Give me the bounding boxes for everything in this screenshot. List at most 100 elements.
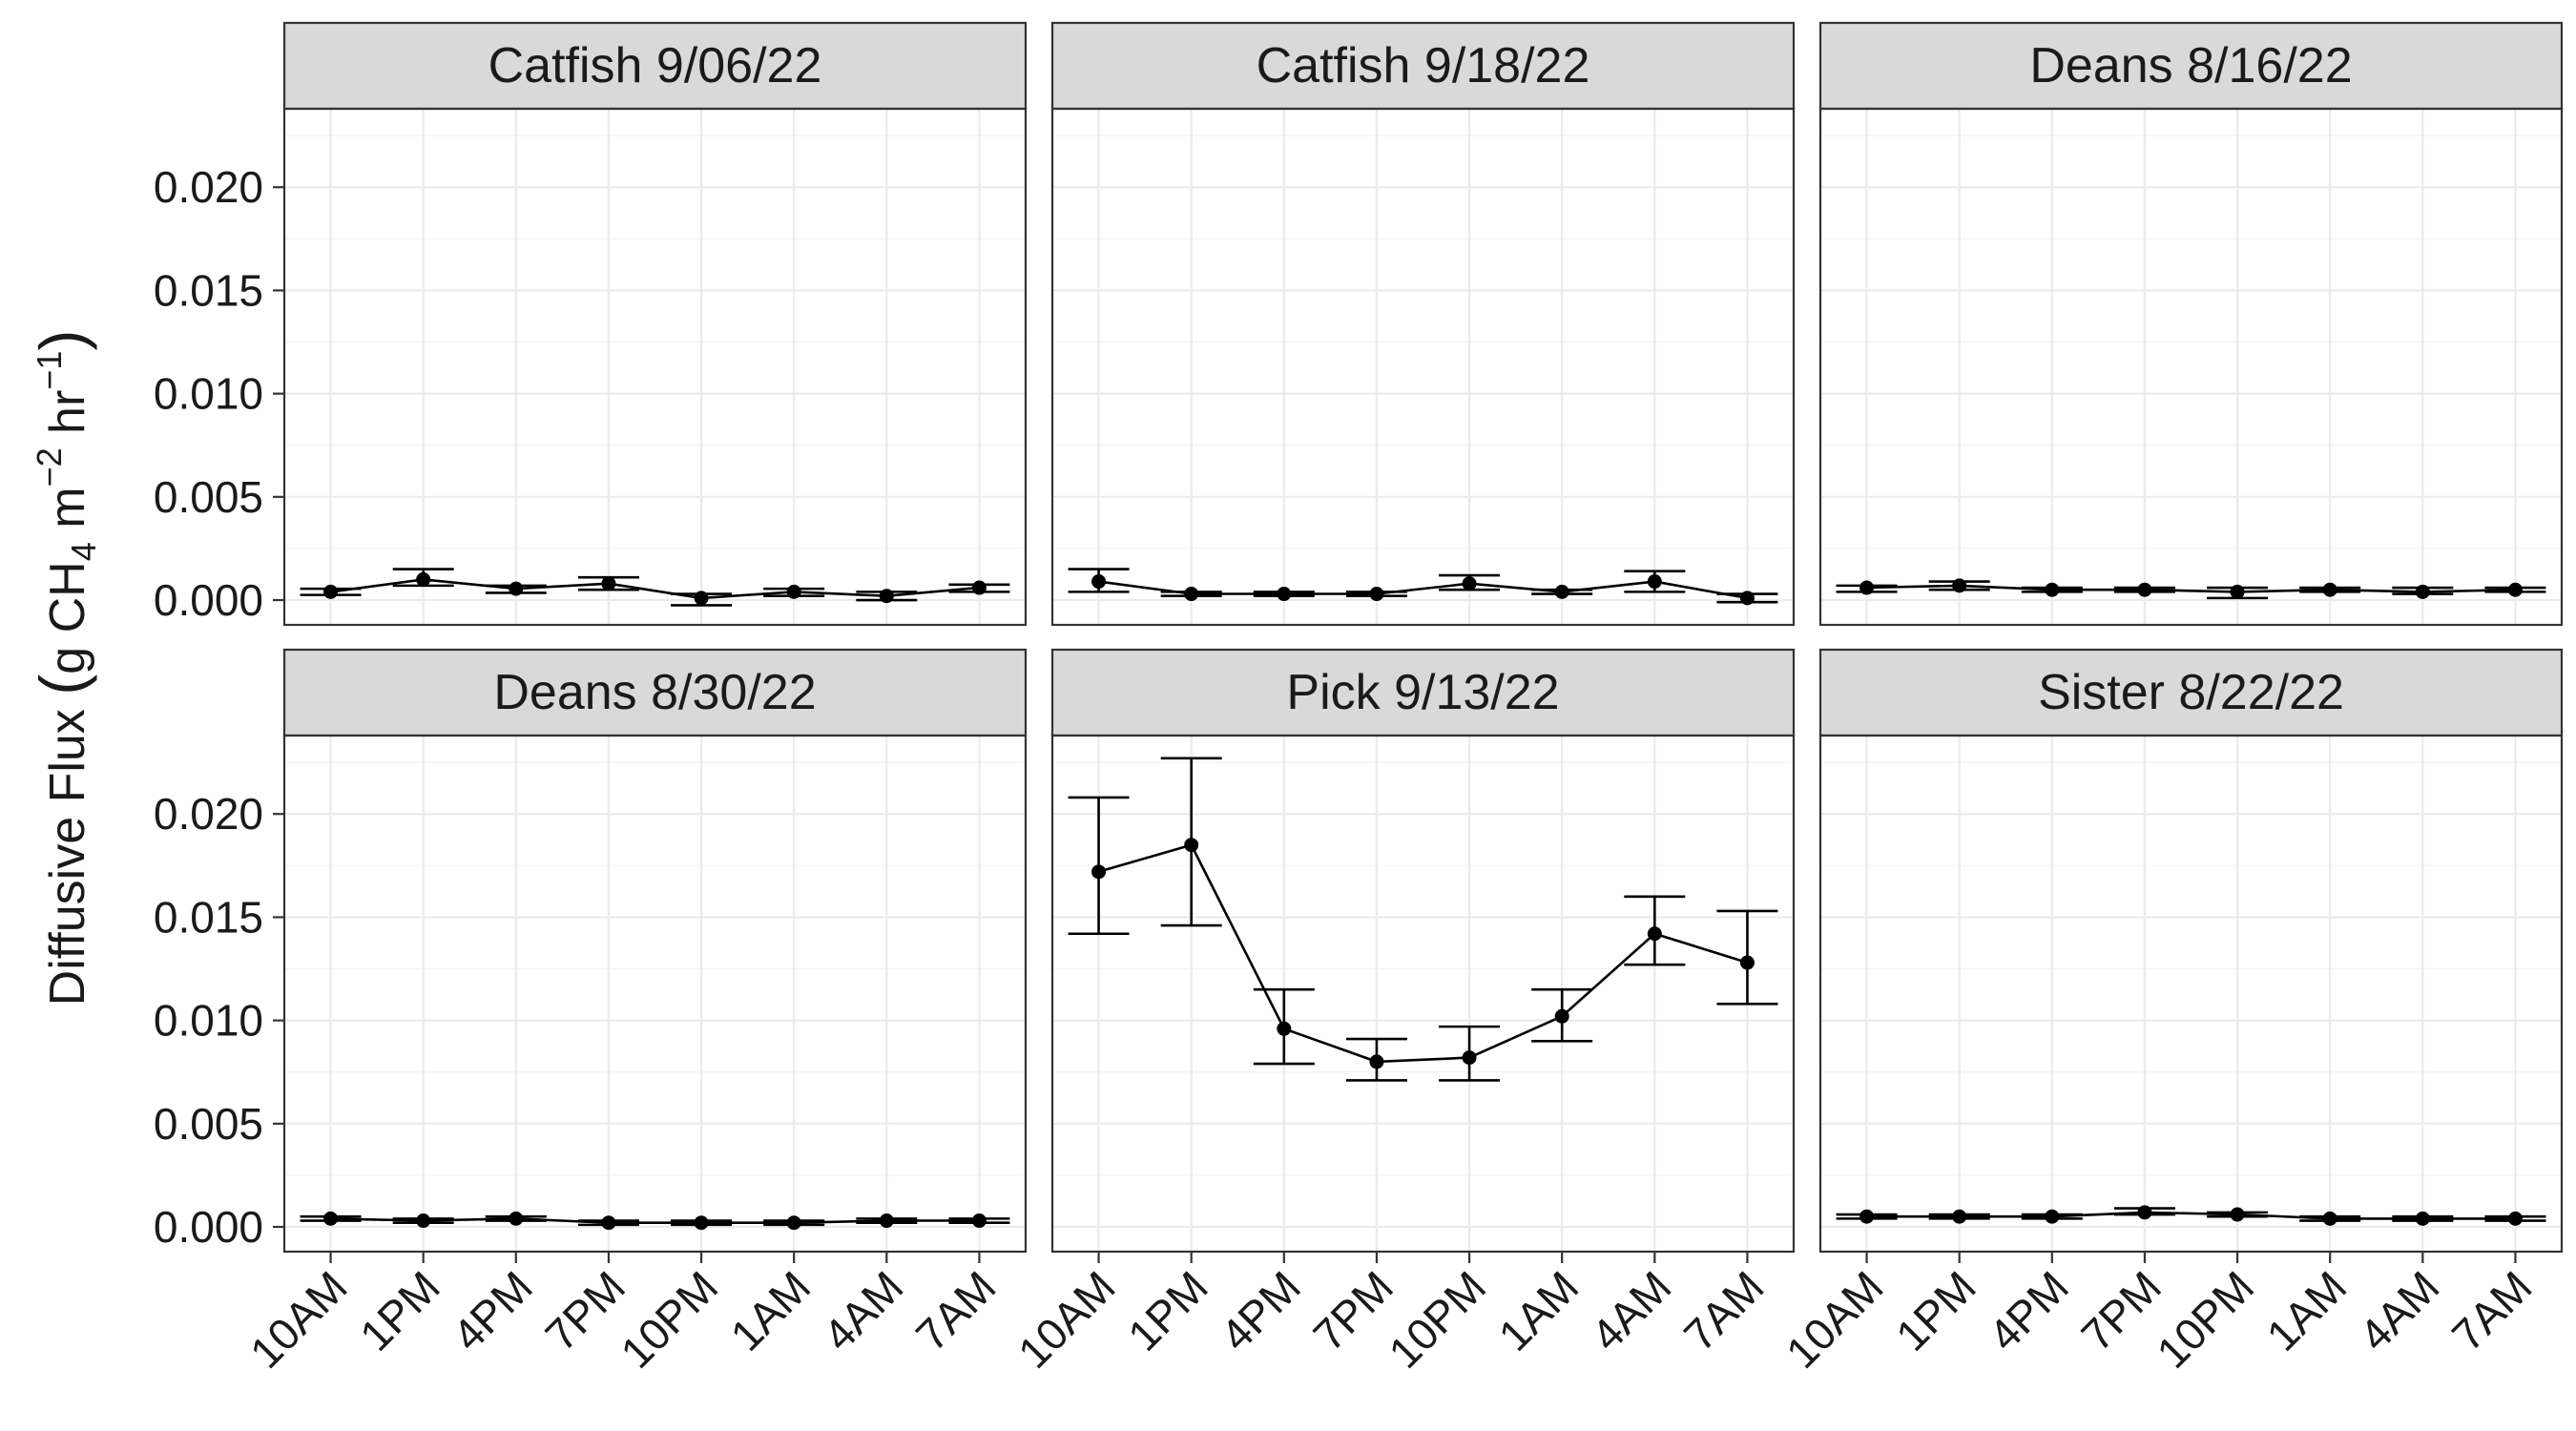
y-tick-label: 0.000 bbox=[154, 575, 263, 625]
y-tick-label: 0.010 bbox=[154, 369, 263, 419]
y-axis-title-hr: hr bbox=[40, 390, 95, 434]
data-point bbox=[1091, 574, 1107, 590]
facet-strip-title: Deans 8/30/22 bbox=[493, 665, 816, 720]
data-point bbox=[416, 1213, 431, 1229]
data-point bbox=[2137, 582, 2152, 597]
facet-strip-title: Catfish 9/18/22 bbox=[1257, 38, 1590, 93]
panel-deans-8-16-22: Deans 8/16/22 bbox=[1818, 21, 2564, 627]
data-point bbox=[1554, 1008, 1569, 1024]
data-point bbox=[2507, 582, 2523, 597]
data-point bbox=[1952, 578, 1967, 593]
panel-background bbox=[1820, 109, 2562, 625]
data-point bbox=[1647, 926, 1662, 942]
data-point bbox=[786, 584, 801, 599]
data-point bbox=[1554, 584, 1569, 599]
panel-border bbox=[282, 734, 1028, 1254]
y-axis-title-ch: CH bbox=[40, 561, 95, 633]
panel-background bbox=[1052, 736, 1794, 1252]
facet-strip-title: Deans 8/16/22 bbox=[2029, 38, 2352, 93]
data-point bbox=[1184, 587, 1199, 602]
y-axis-title-hr-sup: −1 bbox=[30, 351, 69, 390]
series-line bbox=[1098, 843, 1748, 1064]
facet-strip bbox=[282, 648, 1028, 737]
panel-background bbox=[284, 109, 1026, 625]
data-point bbox=[694, 591, 709, 606]
data-point bbox=[2137, 1205, 2152, 1220]
series-line bbox=[1098, 580, 1748, 600]
data-point bbox=[601, 576, 616, 591]
data-point bbox=[1369, 1054, 1384, 1069]
series-line bbox=[1866, 584, 2516, 593]
panel-border bbox=[1050, 107, 1796, 627]
data-point bbox=[2507, 1211, 2523, 1226]
panel-catfish-9-18-22: Catfish 9/18/22 bbox=[1050, 21, 1796, 627]
y-axis-title-prefix: Diffusive Flux bbox=[40, 709, 95, 1006]
data-point bbox=[2045, 1209, 2060, 1224]
data-point bbox=[971, 1213, 987, 1229]
series-line bbox=[330, 578, 980, 600]
panel-background bbox=[1052, 109, 1794, 625]
data-point bbox=[879, 1213, 894, 1229]
panel-background bbox=[1820, 736, 2562, 1252]
data-point bbox=[1859, 1209, 1875, 1224]
data-point bbox=[1739, 591, 1755, 606]
data-point bbox=[1369, 587, 1384, 602]
y-axis-title-g: g bbox=[40, 647, 95, 674]
panel-border bbox=[1050, 734, 1796, 1254]
panel-background bbox=[284, 736, 1026, 1252]
data-point bbox=[1647, 574, 1662, 590]
facet-strip bbox=[1818, 648, 2564, 737]
data-point bbox=[1277, 1021, 1292, 1036]
y-axis-title-ch-sub: 4 bbox=[64, 542, 103, 561]
y-tick-label: 0.020 bbox=[154, 162, 263, 212]
facet-strip bbox=[1050, 21, 1796, 111]
data-point bbox=[786, 1215, 801, 1231]
data-point bbox=[694, 1215, 709, 1231]
data-point bbox=[2415, 584, 2430, 599]
y-tick-label: 0.020 bbox=[154, 789, 263, 839]
data-point bbox=[416, 571, 431, 587]
y-tick-label: 0.010 bbox=[154, 996, 263, 1046]
facet-panels: Catfish 9/06/22 0.000 0.005 0.010 0.015 0.020… bbox=[154, 21, 2564, 1378]
y-tick-label: 0.000 bbox=[154, 1202, 263, 1252]
facet-strip-title: Catfish 9/06/22 bbox=[488, 38, 822, 93]
data-point bbox=[509, 1211, 524, 1226]
data-point bbox=[323, 584, 339, 599]
data-point bbox=[971, 580, 987, 595]
data-point bbox=[2322, 1211, 2337, 1226]
facet-strip bbox=[282, 21, 1028, 111]
y-tick-label: 0.005 bbox=[154, 472, 263, 522]
data-point bbox=[2415, 1211, 2430, 1226]
y-tick-label: 0.015 bbox=[154, 892, 263, 942]
data-point bbox=[2230, 584, 2245, 599]
facet-strip-title: Pick 9/13/22 bbox=[1286, 665, 1559, 720]
data-point bbox=[1462, 1050, 1477, 1066]
facet-strip-title: Sister 8/22/22 bbox=[2038, 665, 2344, 720]
data-point bbox=[1859, 580, 1875, 595]
y-axis-title-close-paren: ) bbox=[27, 330, 97, 351]
data-point bbox=[1277, 587, 1292, 602]
y-axis-title-open-paren: ( bbox=[27, 674, 97, 695]
data-point bbox=[509, 581, 524, 596]
facet-strip bbox=[1050, 648, 1796, 737]
y-tick-label: 0.005 bbox=[154, 1099, 263, 1149]
panel-border bbox=[282, 107, 1028, 627]
data-point bbox=[323, 1211, 339, 1226]
panel-border bbox=[1818, 107, 2564, 627]
series-line bbox=[330, 1217, 980, 1224]
data-point bbox=[879, 589, 894, 604]
data-point bbox=[1739, 955, 1755, 970]
data-point bbox=[2045, 582, 2060, 597]
y-axis-title-m-sup: −2 bbox=[30, 447, 69, 487]
y-tick-label: 0.015 bbox=[154, 265, 263, 315]
data-point bbox=[601, 1215, 616, 1231]
data-point bbox=[1184, 838, 1199, 853]
data-point bbox=[1091, 864, 1107, 880]
facet-strip bbox=[1818, 21, 2564, 111]
series-line bbox=[1866, 1211, 2516, 1220]
panel-catfish-9-06-22: Catfish 9/06/22 0.000 0.005 0.010 0.015 0.020 bbox=[154, 21, 1028, 627]
data-point bbox=[1462, 576, 1477, 591]
data-point bbox=[2230, 1207, 2245, 1222]
y-axis-title: Diffusive Flux (g CH4 m−2 hr−1) bbox=[27, 330, 103, 1006]
